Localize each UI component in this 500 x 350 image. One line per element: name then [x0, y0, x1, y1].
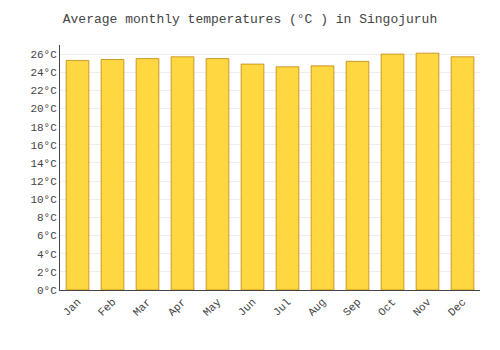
svg-text:Apr: Apr: [166, 296, 188, 318]
svg-text:Nov: Nov: [411, 296, 434, 319]
svg-text:Average monthly temperatures (: Average monthly temperatures (°C ) in Si…: [63, 12, 437, 27]
svg-text:12°C: 12°C: [30, 176, 57, 188]
svg-text:May: May: [201, 296, 224, 319]
svg-text:24°C: 24°C: [30, 67, 57, 79]
svg-text:Jul: Jul: [271, 296, 293, 318]
svg-text:2°C: 2°C: [37, 267, 57, 279]
svg-text:Jun: Jun: [236, 296, 258, 318]
svg-text:Dec: Dec: [446, 296, 468, 318]
svg-text:18°C: 18°C: [30, 122, 57, 134]
svg-text:4°C: 4°C: [37, 249, 57, 261]
svg-text:Sep: Sep: [341, 296, 363, 318]
svg-text:0°C: 0°C: [37, 285, 57, 297]
svg-text:20°C: 20°C: [30, 103, 57, 115]
svg-text:Mar: Mar: [131, 296, 153, 318]
svg-text:26°C: 26°C: [30, 49, 57, 61]
svg-text:6°C: 6°C: [37, 230, 57, 242]
svg-text:8°C: 8°C: [37, 212, 57, 224]
svg-text:Oct: Oct: [376, 296, 398, 318]
svg-text:16°C: 16°C: [30, 140, 57, 152]
svg-text:22°C: 22°C: [30, 85, 57, 97]
svg-text:10°C: 10°C: [30, 194, 57, 206]
svg-text:Aug: Aug: [306, 296, 328, 318]
svg-text:Jan: Jan: [61, 296, 83, 318]
svg-text:Feb: Feb: [96, 296, 118, 318]
svg-text:14°C: 14°C: [30, 158, 57, 170]
